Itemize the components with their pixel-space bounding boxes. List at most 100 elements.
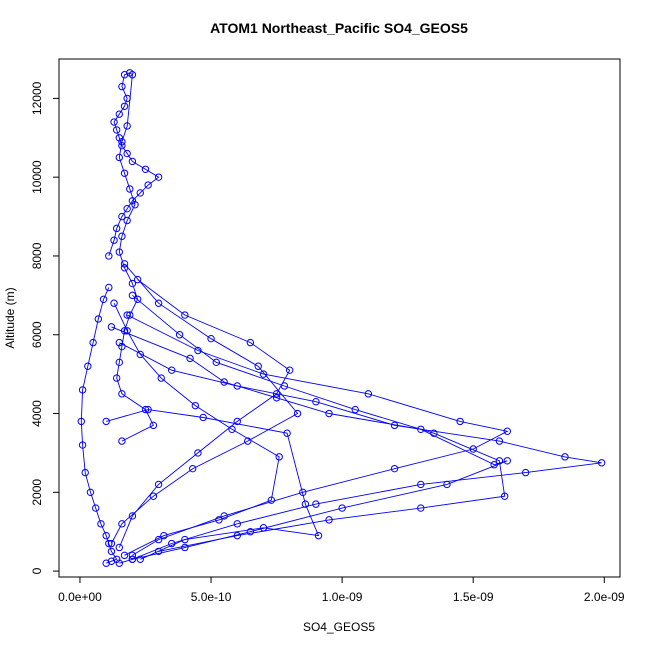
x-tick-label: 5.0e-10	[191, 590, 232, 604]
chart-title: ATOM1 Northeast_Pacific SO4_GEOS5	[210, 20, 468, 36]
data-point	[78, 386, 87, 394]
data-point	[102, 417, 110, 426]
data-point	[259, 524, 268, 532]
data-point	[430, 429, 438, 437]
data-point	[112, 126, 121, 134]
data-point	[160, 531, 168, 540]
data-point	[110, 299, 118, 307]
data-point	[188, 464, 197, 473]
data-point	[500, 492, 509, 500]
data-point	[123, 311, 131, 319]
data-point	[112, 374, 121, 382]
data-point	[503, 457, 511, 465]
data-point	[115, 134, 123, 142]
data-point	[490, 461, 498, 469]
data-point	[112, 224, 121, 233]
data-point	[325, 516, 333, 524]
data-point	[123, 204, 131, 213]
data-point	[233, 417, 241, 426]
data-point	[102, 559, 110, 567]
data-point	[272, 390, 281, 398]
data-point	[123, 216, 131, 225]
data-point	[228, 425, 236, 433]
data-point	[272, 394, 281, 402]
data-point	[81, 468, 89, 477]
data-point	[118, 520, 126, 528]
data-point	[168, 366, 176, 374]
data-point	[244, 437, 252, 445]
data-point	[77, 417, 85, 426]
data-point	[154, 480, 163, 489]
series-layer	[77, 69, 606, 567]
data-point	[118, 342, 126, 351]
data-point	[128, 555, 137, 563]
data-point	[417, 504, 425, 512]
y-tick-label: 12000	[30, 81, 44, 115]
data-point	[254, 362, 262, 370]
data-point	[118, 232, 126, 240]
data-point	[110, 118, 118, 126]
data-point	[233, 531, 241, 540]
data-point	[86, 488, 95, 497]
data-point	[456, 417, 464, 426]
data-point	[390, 464, 399, 473]
data-point	[99, 295, 108, 303]
data-point	[186, 354, 194, 363]
y-tick-label: 8000	[30, 242, 44, 269]
data-point	[105, 283, 113, 292]
data-point	[154, 547, 163, 556]
y-tick-label: 6000	[30, 321, 44, 348]
data-point	[144, 405, 152, 414]
data-point	[84, 362, 92, 370]
data-point	[115, 110, 123, 118]
data-point	[181, 535, 189, 544]
y-tick-label: 2000	[30, 479, 44, 506]
data-point	[115, 358, 123, 367]
x-tick-label: 0.0e+00	[58, 590, 102, 604]
data-point	[215, 516, 223, 524]
series-line	[111, 326, 508, 564]
data-point	[118, 82, 126, 91]
data-point	[314, 531, 323, 540]
data-point	[191, 401, 200, 410]
data-point	[293, 409, 302, 418]
data-point	[120, 71, 129, 79]
data-point	[118, 437, 126, 445]
data-point	[123, 149, 131, 158]
data-point	[136, 350, 144, 359]
data-point	[128, 279, 137, 288]
data-point	[503, 427, 511, 435]
data-point	[285, 366, 294, 374]
data-point	[128, 291, 137, 300]
data-point	[149, 421, 158, 430]
data-point	[338, 504, 346, 512]
data-point	[115, 559, 123, 567]
series-line	[119, 342, 602, 560]
y-tick-label: 4000	[30, 400, 44, 427]
data-point	[157, 374, 165, 382]
data-point	[267, 496, 276, 504]
x-tick-label: 1.0e-09	[322, 590, 363, 604]
data-point	[181, 311, 189, 319]
data-point	[233, 382, 241, 390]
data-point	[115, 153, 123, 162]
data-point	[220, 512, 228, 520]
data-point	[417, 480, 425, 489]
data-point	[246, 338, 255, 347]
data-point	[78, 441, 87, 449]
data-point	[128, 197, 137, 205]
data-point	[181, 543, 189, 552]
data-point	[469, 445, 477, 453]
data-point	[561, 453, 569, 461]
data-point	[390, 421, 399, 430]
data-point	[275, 453, 283, 461]
data-point	[194, 449, 202, 457]
data-point	[246, 527, 255, 536]
y-axis: 0 2000 4000 6000 8000 10000 12000	[30, 81, 60, 574]
data-point	[136, 555, 144, 563]
data-point	[364, 390, 373, 398]
data-point	[118, 212, 126, 221]
x-axis-label: SO4_GEOS5	[303, 620, 375, 634]
series-line	[113, 303, 280, 556]
data-point	[301, 500, 310, 508]
